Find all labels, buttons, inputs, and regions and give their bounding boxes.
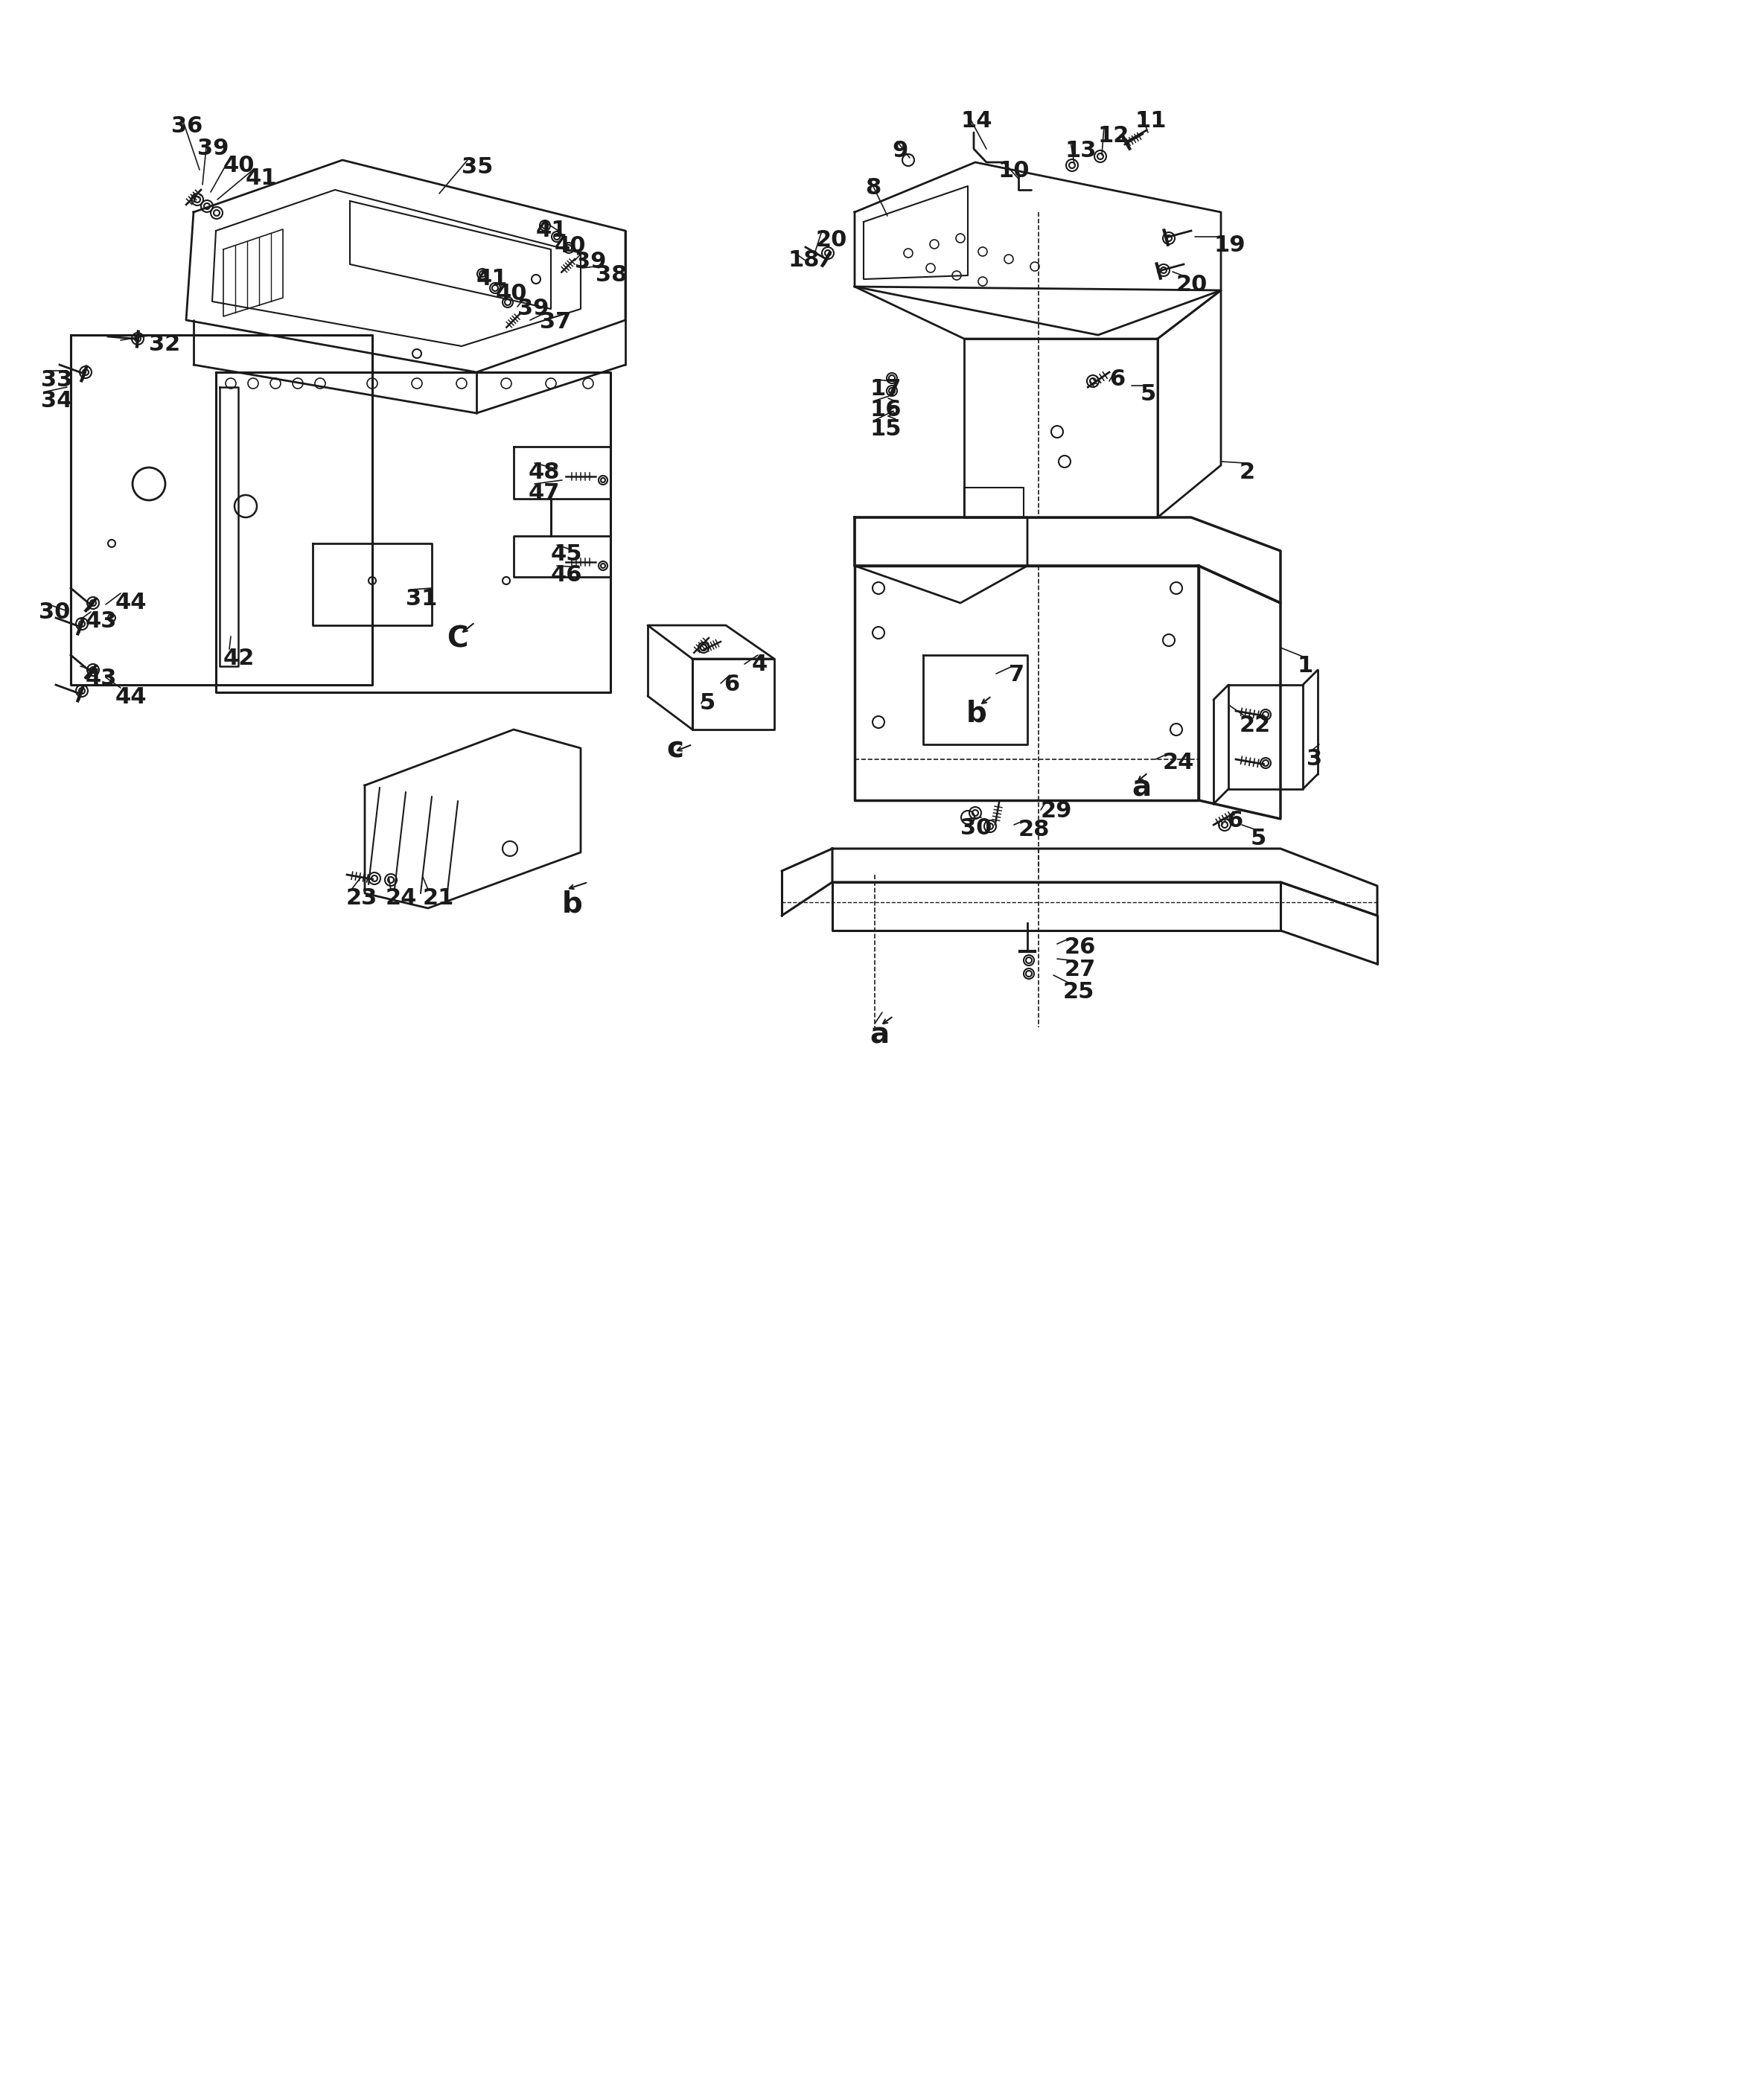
Circle shape [109, 613, 116, 622]
Text: 37: 37 [539, 311, 571, 332]
Text: 29: 29 [1040, 800, 1072, 821]
Text: 40: 40 [496, 284, 527, 304]
Text: 1: 1 [1297, 655, 1313, 676]
Text: 41: 41 [476, 269, 508, 290]
Text: 30: 30 [39, 601, 70, 624]
Text: c: c [667, 735, 683, 764]
Text: 44: 44 [116, 687, 147, 708]
Text: 20: 20 [816, 229, 847, 250]
Text: 24: 24 [1163, 752, 1194, 773]
Text: 39: 39 [198, 139, 229, 160]
Text: 22: 22 [1240, 714, 1271, 737]
Text: 27: 27 [1065, 960, 1096, 981]
Text: 26: 26 [1065, 937, 1096, 958]
Text: 31: 31 [406, 588, 438, 609]
Text: 44: 44 [116, 592, 147, 613]
Text: 34: 34 [40, 391, 72, 412]
Text: a: a [870, 1021, 890, 1050]
Text: 38: 38 [595, 265, 627, 286]
Text: 43: 43 [86, 668, 117, 689]
Text: a: a [1131, 775, 1150, 802]
Text: 5: 5 [700, 693, 716, 714]
Text: 5: 5 [1140, 384, 1156, 405]
Text: 39: 39 [574, 250, 606, 273]
Text: 40: 40 [224, 155, 256, 176]
Text: 30: 30 [960, 817, 991, 840]
Text: 41: 41 [245, 168, 277, 189]
Text: 45: 45 [552, 544, 583, 565]
Text: 18: 18 [788, 250, 819, 271]
Text: 8: 8 [865, 176, 881, 200]
Text: 6: 6 [723, 674, 739, 695]
Text: 24: 24 [385, 888, 417, 909]
Text: 6: 6 [1110, 368, 1126, 391]
Text: 16: 16 [870, 399, 902, 420]
Circle shape [109, 540, 116, 548]
Text: 12: 12 [1098, 126, 1129, 147]
Text: 19: 19 [1213, 235, 1245, 256]
Text: 23: 23 [347, 888, 378, 909]
Text: b: b [562, 890, 583, 918]
Text: 2: 2 [1240, 462, 1255, 483]
Text: 43: 43 [86, 611, 117, 632]
Text: 3: 3 [1306, 748, 1322, 771]
Text: 41: 41 [536, 220, 567, 242]
Text: 28: 28 [1019, 819, 1051, 840]
Text: 4: 4 [751, 653, 767, 676]
Text: 48: 48 [529, 462, 560, 483]
Text: 36: 36 [172, 116, 203, 136]
Text: 13: 13 [1065, 141, 1096, 162]
Text: 20: 20 [1177, 273, 1208, 296]
Text: 39: 39 [517, 298, 550, 319]
Text: 25: 25 [1063, 981, 1094, 1002]
Text: 21: 21 [422, 888, 455, 909]
Text: 11: 11 [1135, 109, 1166, 132]
Text: 46: 46 [552, 565, 583, 586]
Text: 15: 15 [870, 418, 902, 441]
Text: 6: 6 [1227, 811, 1243, 832]
Text: b: b [967, 699, 988, 729]
Text: 17: 17 [870, 378, 902, 399]
Circle shape [368, 578, 376, 584]
Text: 5: 5 [1250, 827, 1266, 848]
Text: 42: 42 [224, 647, 256, 670]
Text: 47: 47 [529, 483, 560, 504]
Text: 32: 32 [149, 334, 180, 355]
Text: 35: 35 [462, 155, 494, 179]
Text: C: C [447, 626, 468, 653]
Text: 14: 14 [960, 109, 993, 132]
Text: 33: 33 [40, 370, 72, 391]
Circle shape [503, 578, 510, 584]
Text: 7: 7 [1009, 664, 1024, 685]
Text: 10: 10 [998, 160, 1030, 181]
Text: 40: 40 [555, 235, 587, 256]
Text: 9: 9 [891, 141, 907, 162]
